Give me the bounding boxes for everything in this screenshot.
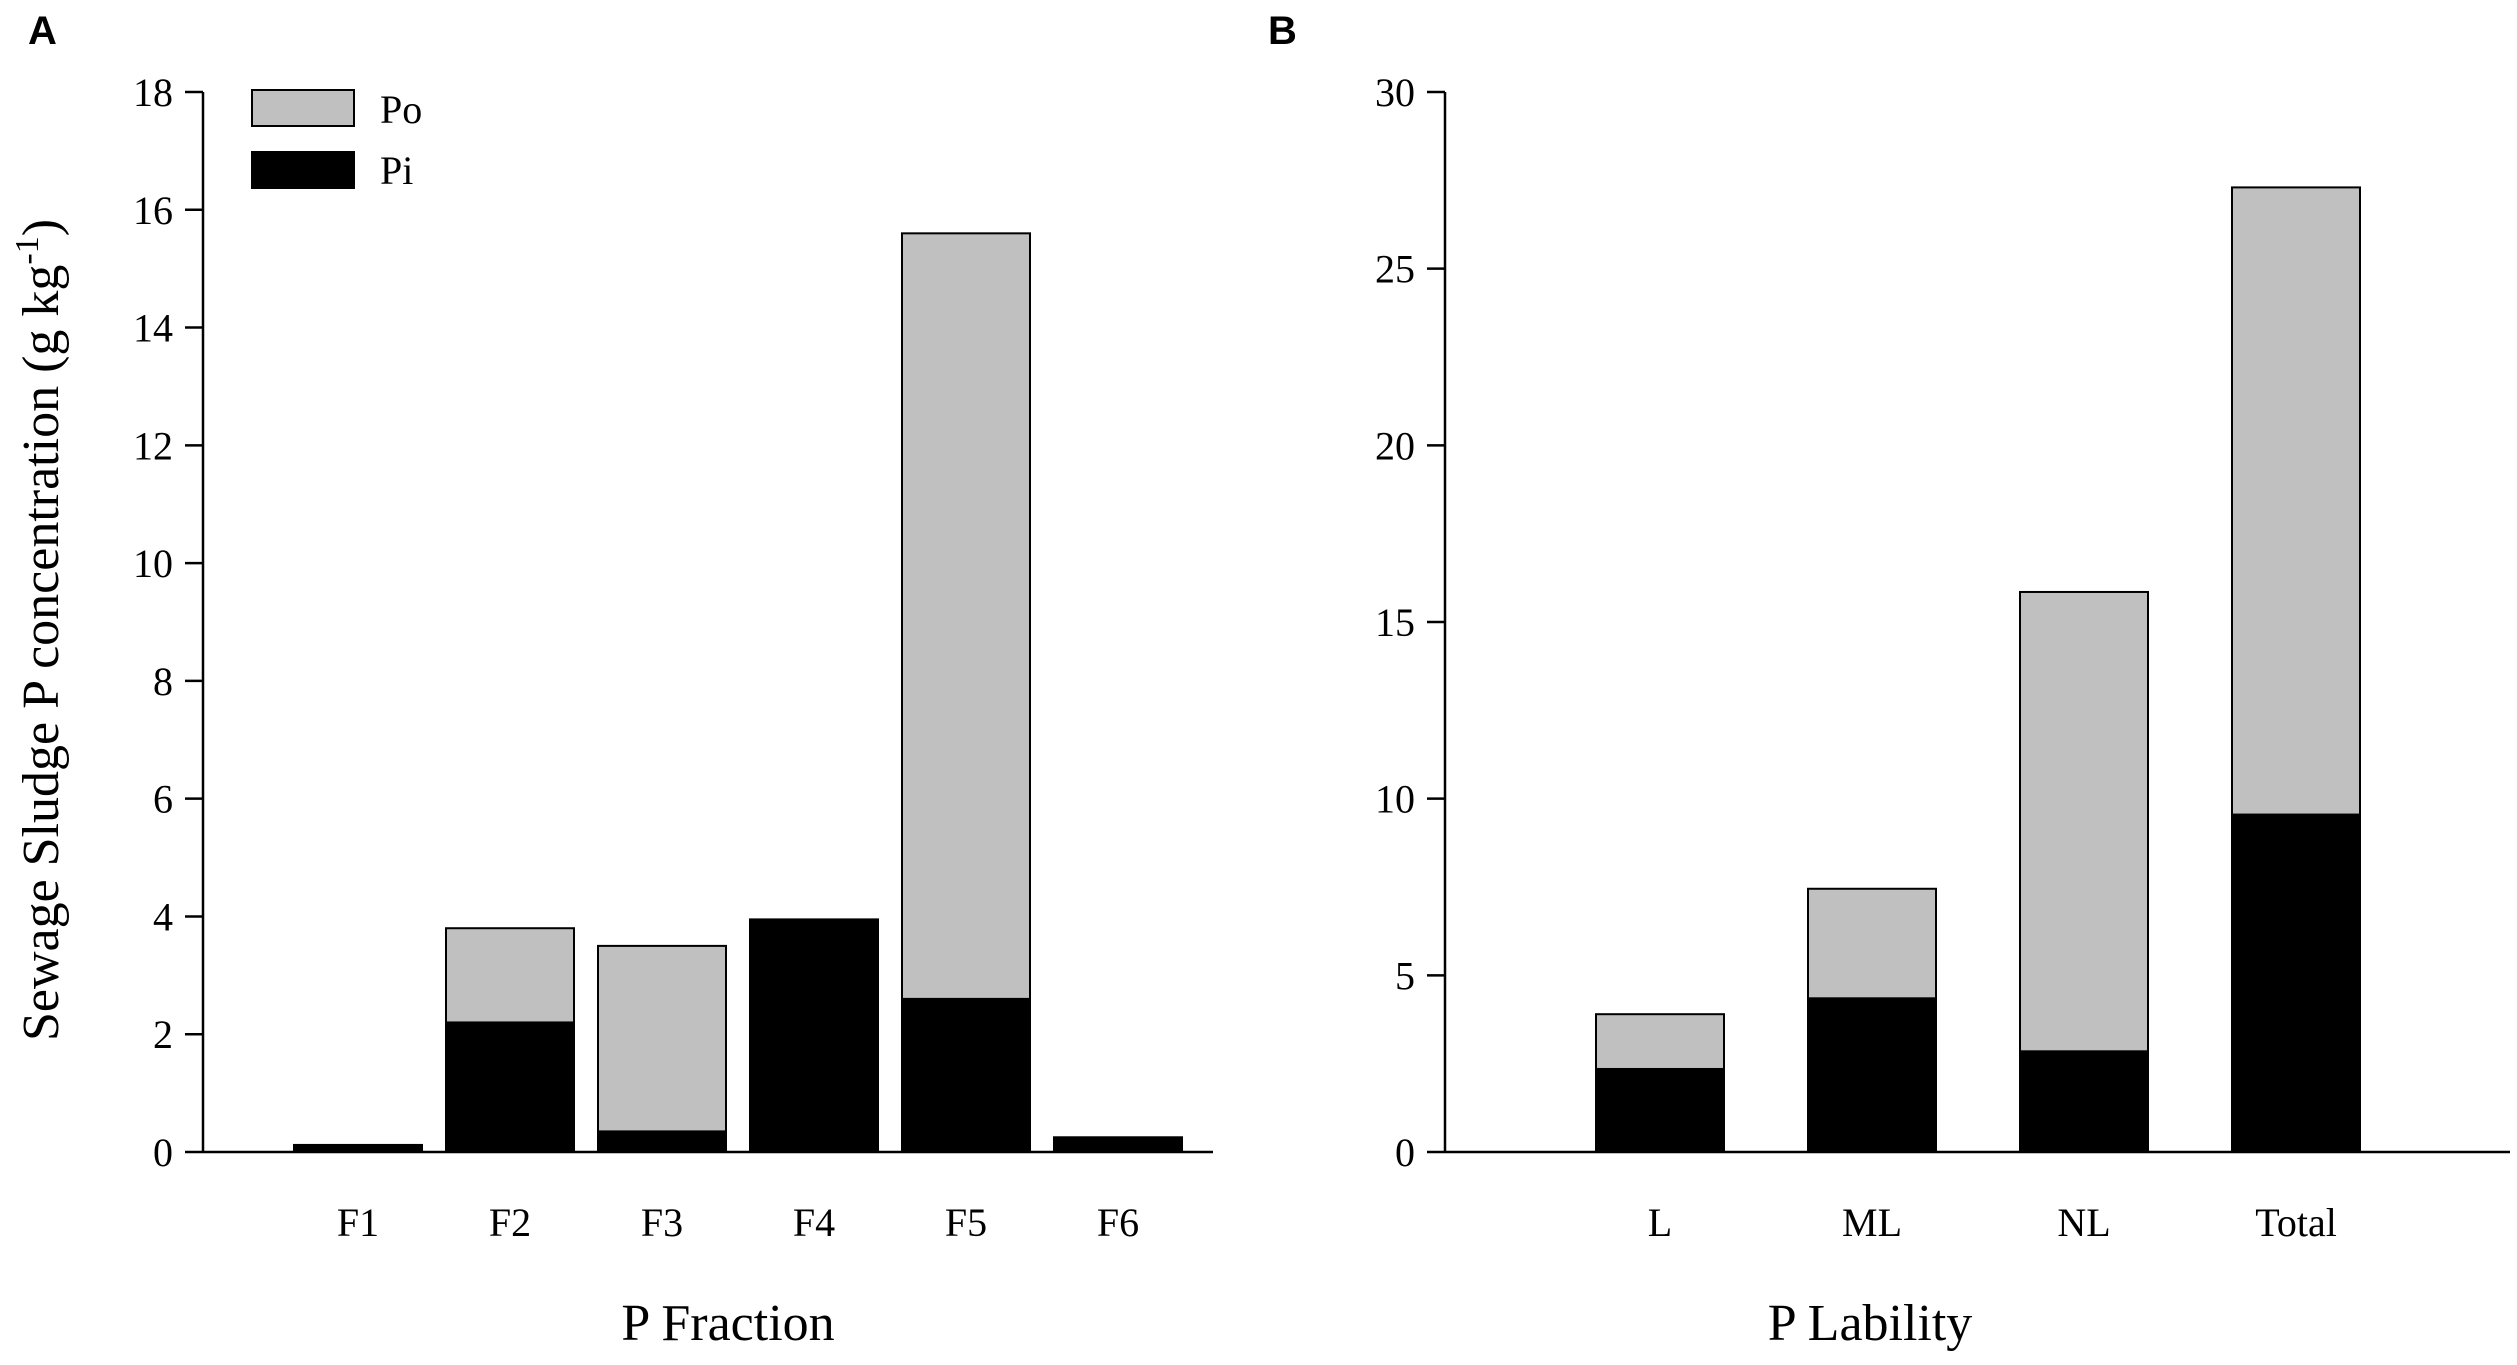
y-axis-title-superscript: -1 — [9, 236, 46, 264]
bar-po-ml — [1807, 887, 1937, 1000]
x-tick-label: F6 — [1097, 1200, 1139, 1245]
x-tick-label: ML — [1842, 1200, 1902, 1245]
y-tick-label: 18 — [133, 70, 173, 115]
panel-a-x-axis-title: P Fraction — [621, 1295, 834, 1352]
y-tick-label: 0 — [153, 1130, 173, 1175]
legend-swatch-pi — [251, 151, 355, 189]
panel-a-y-axis-title: Sewage Sludge P concentration (g kg-1) — [9, 219, 70, 1041]
x-tick-label: F5 — [945, 1200, 987, 1245]
panel-a-bars — [293, 232, 1183, 1154]
bar-pi-f6 — [1053, 1136, 1183, 1154]
y-tick-label: 15 — [1375, 600, 1415, 645]
y-tick-label: 5 — [1395, 953, 1415, 998]
bar-pi-ml — [1807, 997, 1937, 1153]
y-tick-label: 16 — [133, 188, 173, 233]
panel-a: A 0 2 4 6 8 10 12 14 16 18 F1 F2 F3 F4 F5 F6 P Fractio… — [9, 9, 1213, 1352]
y-axis-title-main: Sewage Sludge P concentration (g kg — [13, 265, 70, 1041]
panel-b-y-ticks: 0 5 10 15 20 25 30 — [1375, 70, 1445, 1175]
y-tick-label: 8 — [153, 659, 173, 704]
panel-a-label: A — [28, 9, 57, 53]
y-tick-label: 25 — [1375, 247, 1415, 292]
x-tick-label: F3 — [641, 1200, 683, 1245]
bar-po-nl — [2019, 590, 2149, 1053]
legend-swatch-po — [251, 89, 355, 127]
bar-po-f3 — [597, 944, 727, 1133]
bar-po-l — [1595, 1013, 1725, 1070]
y-tick-label: 30 — [1375, 70, 1415, 115]
y-axis-title-close: ) — [13, 219, 70, 236]
panel-b-x-axis-title: P Lability — [1768, 1295, 1973, 1352]
y-tick-label: 0 — [1395, 1130, 1415, 1175]
bar-pi-total — [2231, 813, 2361, 1153]
y-tick-label: 10 — [133, 541, 173, 586]
x-tick-label: F1 — [337, 1200, 379, 1245]
x-tick-label: F4 — [793, 1200, 835, 1245]
bar-po-f2 — [445, 927, 575, 1024]
y-tick-label: 14 — [133, 306, 173, 351]
y-tick-label: 10 — [1375, 777, 1415, 822]
panel-a-x-ticks: F1 F2 F3 F4 F5 F6 — [337, 1200, 1139, 1245]
panel-b: B 0 5 10 15 20 25 30 L ML NL Total P Lability — [1268, 9, 2510, 1352]
bar-po-f5 — [901, 232, 1031, 1000]
legend: Po Pi — [251, 87, 422, 193]
panel-b-x-ticks: L ML NL Total — [1648, 1200, 2337, 1245]
bar-pi-f5 — [901, 997, 1031, 1154]
bar-pi-f4 — [749, 918, 879, 1154]
panel-b-bars — [1595, 186, 2361, 1154]
y-tick-label: 6 — [153, 777, 173, 822]
bar-pi-f3 — [597, 1130, 727, 1154]
bar-pi-f2 — [445, 1021, 575, 1154]
y-tick-label: 12 — [133, 423, 173, 468]
bar-pi-l — [1595, 1067, 1725, 1154]
x-tick-label: NL — [2057, 1200, 2110, 1245]
bar-po-total — [2231, 186, 2361, 816]
legend-label-pi: Pi — [380, 148, 413, 193]
y-tick-label: 20 — [1375, 423, 1415, 468]
y-tick-label: 2 — [153, 1012, 173, 1057]
bar-pi-nl — [2019, 1050, 2149, 1154]
x-tick-label: L — [1648, 1200, 1672, 1245]
legend-label-po: Po — [380, 87, 422, 132]
y-tick-label: 4 — [153, 894, 173, 939]
x-tick-label: F2 — [489, 1200, 531, 1245]
panel-a-y-ticks: 0 2 4 6 8 10 12 14 16 18 — [133, 70, 203, 1175]
x-tick-label: Total — [2255, 1200, 2337, 1245]
panel-b-label: B — [1268, 9, 1297, 53]
